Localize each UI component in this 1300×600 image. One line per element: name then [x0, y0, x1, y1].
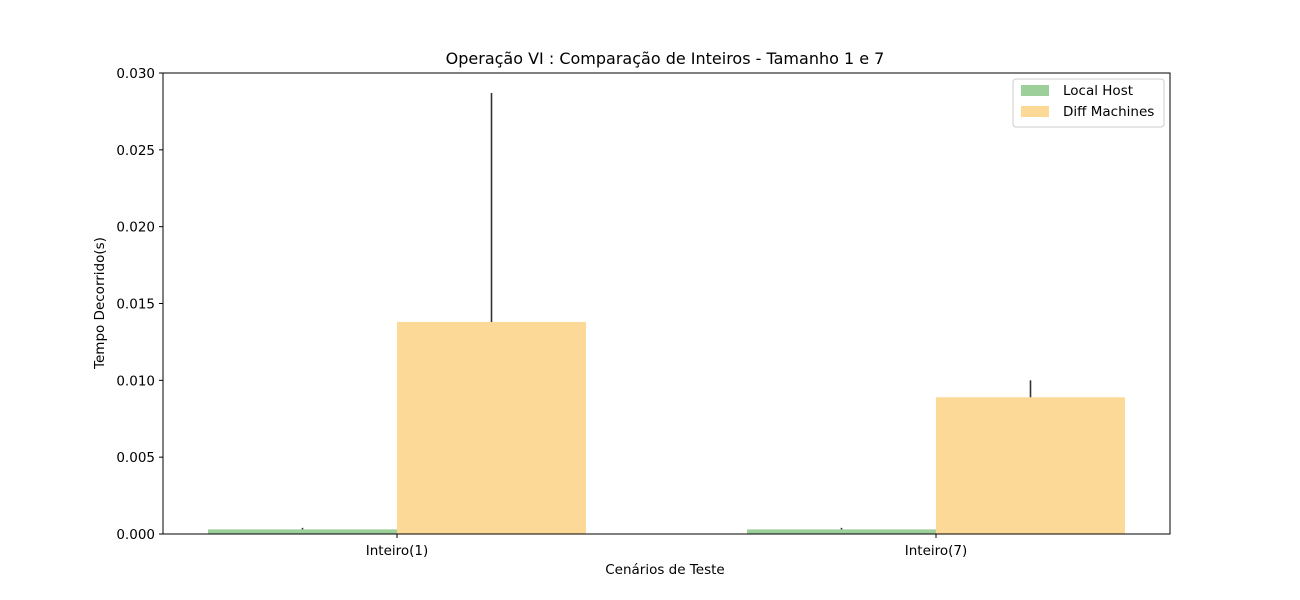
bar-diff-machines [936, 397, 1125, 534]
y-tick-label: 0.015 [116, 297, 155, 313]
legend-label: Diff Machines [1063, 104, 1154, 120]
legend-swatch [1021, 106, 1049, 117]
y-tick-label: 0.010 [116, 373, 155, 389]
x-tick-label: Inteiro(1) [366, 543, 429, 559]
legend-swatch [1021, 85, 1049, 96]
y-tick-label: 0.030 [116, 66, 155, 82]
bars-group [208, 321, 1125, 534]
y-tick-label: 0.005 [116, 450, 155, 466]
x-tick-label: Inteiro(7) [905, 543, 968, 559]
x-axis: Inteiro(1) Inteiro(7) [366, 534, 968, 559]
legend: Local Host Diff Machines [1012, 78, 1165, 128]
legend-label: Local Host [1063, 83, 1133, 99]
legend-box [1012, 78, 1165, 128]
error-bars-group [301, 92, 1032, 530]
y-tick-label: 0.020 [116, 220, 155, 236]
y-tick-label: 0.000 [116, 527, 155, 543]
x-axis-label: Cenários de Teste [605, 562, 725, 578]
bar-local-host [747, 529, 936, 534]
y-tick-label: 0.025 [116, 143, 155, 159]
bar-diff-machines [397, 321, 586, 534]
y-axis-label: Tempo Decorrido(s) [92, 237, 108, 370]
bar-local-host [208, 529, 397, 534]
y-axis: 0.000 0.005 0.010 0.015 0.020 0.025 0.030 [116, 66, 163, 543]
chart-title: Operação VI : Comparação de Inteiros - T… [446, 49, 885, 68]
